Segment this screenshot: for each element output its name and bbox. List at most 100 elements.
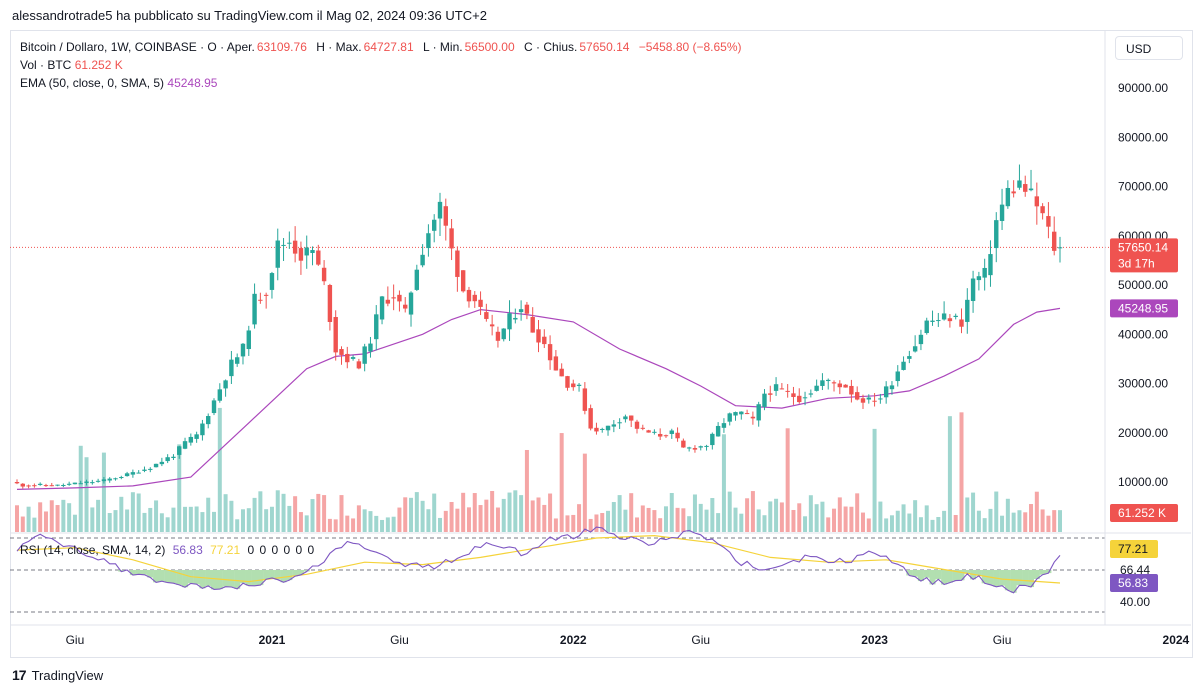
candle-body[interactable]	[362, 346, 367, 364]
candle-body[interactable]	[95, 480, 101, 482]
candle-body[interactable]	[432, 219, 437, 231]
candle-body[interactable]	[814, 385, 819, 391]
candle-body[interactable]	[1028, 188, 1034, 191]
candle-body[interactable]	[472, 294, 477, 302]
candle-body[interactable]	[704, 445, 709, 447]
candle-body[interactable]	[449, 228, 454, 249]
candle-body[interactable]	[600, 428, 605, 430]
candle-body[interactable]	[675, 432, 680, 439]
candle-body[interactable]	[113, 478, 118, 480]
candle-body[interactable]	[611, 424, 617, 427]
candle-body[interactable]	[130, 472, 136, 475]
candle-body[interactable]	[234, 357, 240, 364]
candle-body[interactable]	[443, 206, 448, 226]
candle-body[interactable]	[501, 328, 506, 340]
candle-body[interactable]	[576, 384, 582, 386]
candle-body[interactable]	[345, 353, 350, 363]
candle-body[interactable]	[223, 380, 228, 389]
candle-body[interactable]	[553, 356, 559, 371]
candle-body[interactable]	[229, 359, 234, 377]
candle-body[interactable]	[316, 250, 321, 265]
candle-body[interactable]	[78, 483, 83, 485]
tradingview-logo-icon[interactable]: 17	[12, 667, 27, 683]
candle-body[interactable]	[953, 315, 958, 318]
candle-body[interactable]	[43, 485, 49, 487]
candle-body[interactable]	[1005, 187, 1011, 207]
candle-body[interactable]	[478, 299, 483, 307]
candle-body[interactable]	[588, 408, 593, 429]
candle-body[interactable]	[321, 267, 327, 282]
candle-body[interactable]	[72, 482, 78, 485]
candle-body[interactable]	[582, 388, 588, 411]
candle-body[interactable]	[1034, 196, 1040, 207]
candle-body[interactable]	[918, 334, 924, 345]
candle-body[interactable]	[206, 416, 211, 425]
candle-body[interactable]	[188, 436, 194, 443]
candle-body[interactable]	[941, 313, 947, 320]
candle-body[interactable]	[368, 343, 373, 352]
candle-body[interactable]	[148, 468, 153, 470]
candle-body[interactable]	[49, 485, 54, 487]
candle-body[interactable]	[698, 446, 703, 448]
candle-body[interactable]	[194, 434, 199, 439]
candle-body[interactable]	[408, 292, 414, 315]
candle-body[interactable]	[768, 393, 773, 395]
candle-body[interactable]	[466, 289, 472, 302]
candle-body[interactable]	[1011, 191, 1016, 194]
candle-body[interactable]	[287, 242, 292, 244]
candle-body[interactable]	[999, 204, 1005, 221]
candle-body[interactable]	[211, 400, 217, 414]
ema-label[interactable]: EMA (50, close, 0, SMA, 5)	[20, 76, 165, 90]
candle-body[interactable]	[136, 472, 141, 474]
candle-body[interactable]	[200, 423, 205, 436]
volume-label[interactable]: Vol · BTC	[20, 58, 72, 72]
candle-body[interactable]	[275, 240, 280, 268]
candle-body[interactable]	[976, 276, 982, 281]
candle-body[interactable]	[327, 285, 333, 322]
candle-body[interactable]	[252, 293, 257, 325]
candle-body[interactable]	[484, 312, 489, 319]
candle-body[interactable]	[878, 398, 883, 400]
candle-body[interactable]	[547, 344, 553, 361]
candle-body[interactable]	[397, 294, 402, 302]
candle-body[interactable]	[171, 456, 176, 458]
candle-body[interactable]	[356, 361, 362, 369]
candle-body[interactable]	[32, 485, 37, 487]
candle-body[interactable]	[854, 392, 860, 400]
candle-body[interactable]	[959, 319, 964, 327]
candle-body[interactable]	[61, 484, 66, 486]
candle-body[interactable]	[721, 423, 727, 428]
candle-body[interactable]	[182, 441, 188, 449]
candle-body[interactable]	[20, 483, 25, 487]
candle-body[interactable]	[924, 320, 929, 334]
candle-body[interactable]	[304, 247, 309, 256]
candle-body[interactable]	[710, 433, 715, 446]
candle-body[interactable]	[739, 411, 744, 415]
candle-body[interactable]	[930, 320, 935, 322]
candle-body[interactable]	[820, 380, 825, 386]
candle-body[interactable]	[559, 368, 564, 377]
candle-body[interactable]	[947, 318, 953, 322]
candle-body[interactable]	[617, 422, 622, 424]
rsi-label[interactable]: RSI (14, close, SMA, 14, 2)	[20, 543, 166, 557]
candle-body[interactable]	[623, 416, 628, 420]
candle-body[interactable]	[663, 435, 669, 437]
candle-body[interactable]	[460, 270, 466, 292]
candle-body[interactable]	[391, 297, 396, 299]
candle-body[interactable]	[495, 331, 501, 341]
candle-body[interactable]	[55, 484, 60, 486]
candle-body[interactable]	[849, 385, 854, 395]
tradingview-brand[interactable]: TradingView	[31, 667, 104, 683]
candle-body[interactable]	[177, 446, 182, 455]
candle-body[interactable]	[727, 413, 732, 422]
candle-body[interactable]	[379, 296, 385, 320]
candle-body[interactable]	[605, 425, 611, 431]
candle-body[interactable]	[1046, 216, 1051, 227]
candle-body[interactable]	[779, 388, 785, 390]
symbol-name[interactable]: Bitcoin / Dollaro, 1W, COINBASE	[20, 40, 197, 54]
candle-body[interactable]	[513, 317, 518, 320]
candle-body[interactable]	[159, 461, 165, 465]
candle-body[interactable]	[119, 477, 124, 479]
candle-body[interactable]	[153, 463, 159, 468]
candle-body[interactable]	[385, 299, 391, 304]
